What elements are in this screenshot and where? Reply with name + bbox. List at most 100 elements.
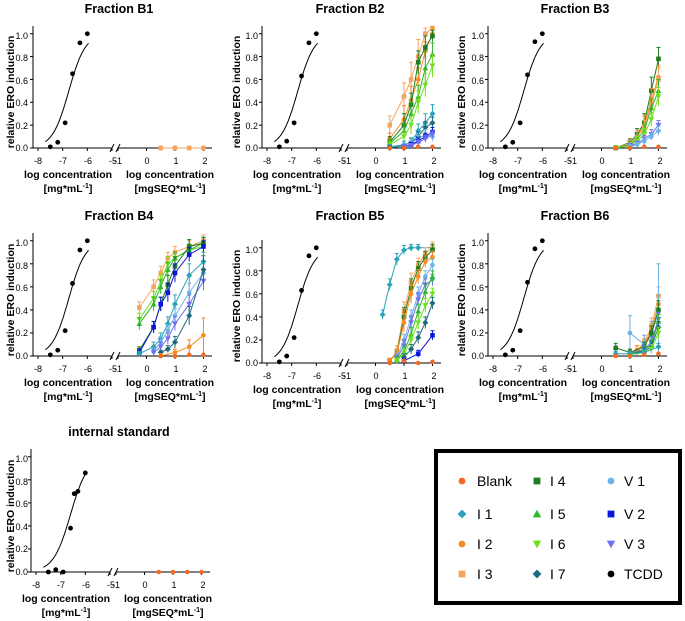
x-tick-label: -6 [84, 364, 92, 374]
data-point [641, 144, 647, 150]
data-point [422, 65, 429, 71]
x-tick-label: 2 [202, 364, 207, 374]
data-point [415, 320, 422, 326]
data-point [627, 330, 633, 336]
y-tick-label: 0.0 [15, 351, 28, 361]
data-point [201, 332, 206, 338]
x-tick-label: -7 [59, 156, 67, 166]
data-point [423, 274, 428, 279]
x-tick-label: -6 [539, 156, 547, 166]
tcdd-point [55, 347, 61, 353]
x-tick-label: 1 [171, 580, 176, 590]
data-point [430, 33, 435, 39]
tcdd-point [84, 31, 90, 37]
tcdd-point [525, 279, 530, 285]
data-point [430, 247, 435, 253]
data-point [156, 569, 162, 575]
x-tick-label: 0 [144, 156, 149, 166]
x-tick-label: -5 [338, 371, 346, 381]
data-point [157, 344, 164, 350]
x-axis-unit-left: [mg*mL-1] [44, 391, 93, 403]
data-point [430, 333, 435, 338]
tcdd-point [84, 238, 90, 244]
x-tick-label: 0 [144, 364, 149, 374]
tcdd-point [525, 72, 530, 78]
data-point [172, 353, 178, 359]
data-point [401, 343, 407, 349]
x-ticks-left: -8 -7 -6 -5 [489, 364, 572, 374]
x-axis-unit-left: [mg*mL-1] [273, 398, 322, 410]
tcdd-point [45, 569, 51, 575]
x-axis-unit-right: [mgSEQ*mL-1] [365, 183, 436, 195]
tcdd-fit-line [500, 42, 544, 143]
tcdd-point [276, 359, 282, 365]
data-point [170, 569, 176, 575]
data-point [656, 307, 661, 313]
legend-marker [607, 510, 615, 518]
data-point [186, 352, 192, 358]
data-point [158, 145, 164, 151]
data-point [158, 270, 164, 276]
data-point [656, 144, 661, 150]
legend-label: V 1 [624, 473, 645, 489]
series-line [615, 90, 659, 149]
data-point [199, 569, 204, 575]
x-tick-label: 2 [431, 156, 436, 166]
data-point [408, 337, 414, 343]
tcdd-point [306, 253, 312, 259]
tcdd-point [60, 569, 66, 575]
y-tick-label: 0.2 [471, 121, 484, 131]
axis-break [564, 143, 570, 153]
x-tick-label: -8 [34, 156, 42, 166]
data-point [648, 117, 655, 123]
data-point [171, 339, 178, 346]
x-tick-label: -6 [84, 156, 92, 166]
x-ticks-left: -8 -7 -6 -5 [489, 156, 572, 166]
data-point [422, 288, 429, 294]
x-tick-label: 2 [200, 580, 205, 590]
data-point [422, 136, 429, 142]
panel-fraction-b2: Fraction B2 relative ERO induction 0.0 0… [231, 2, 444, 195]
axes [485, 26, 667, 153]
y-axis-label: relative ERO induction [456, 244, 468, 357]
axes [259, 26, 441, 153]
series-line [160, 334, 204, 357]
legend-item: I 7 [532, 566, 566, 582]
x-ticks-right: -1 0 1 2 [569, 364, 663, 374]
data-point [136, 320, 143, 327]
panel-fraction-b4: Fraction B4 relative ERO induction 0.0 0… [5, 209, 214, 403]
legend-marker [532, 540, 542, 549]
x-tick-label: -8 [34, 364, 42, 374]
x-tick-label: -5 [564, 156, 572, 166]
data-point [641, 352, 647, 358]
data-point [172, 350, 178, 355]
x-axis-label-right: log concentration [126, 169, 214, 181]
tcdd-point [502, 352, 508, 358]
data-point [429, 291, 436, 297]
legend-marker-i2 [458, 540, 466, 548]
x-tick-label: -6 [313, 371, 321, 381]
series-blank [387, 144, 435, 151]
y-tick-label: 0.4 [15, 522, 28, 532]
legend-item: I 1 [457, 506, 493, 522]
x-tick-label: -5 [107, 580, 115, 590]
data-point [408, 122, 414, 129]
data-point [157, 283, 164, 290]
tcdd-point [539, 238, 545, 244]
legend-marker [532, 569, 542, 579]
data-point [656, 351, 661, 356]
y-tick-label: 0.6 [15, 283, 28, 293]
data-point [415, 99, 422, 106]
tcdd-point [47, 352, 53, 358]
x-axis-label-left: log concentration [253, 384, 341, 396]
axes [259, 240, 441, 368]
data-point [429, 119, 436, 126]
legend-item: TCDD [607, 566, 663, 582]
data-point [627, 353, 633, 359]
legend-item: V 3 [606, 536, 645, 552]
x-axis-label-right: log concentration [582, 377, 670, 389]
data-point [172, 145, 178, 151]
data-point [158, 353, 164, 359]
series-line [615, 58, 659, 149]
panel-fraction-b1: Fraction B1 relative ERO induction 0.0 0… [5, 2, 214, 195]
